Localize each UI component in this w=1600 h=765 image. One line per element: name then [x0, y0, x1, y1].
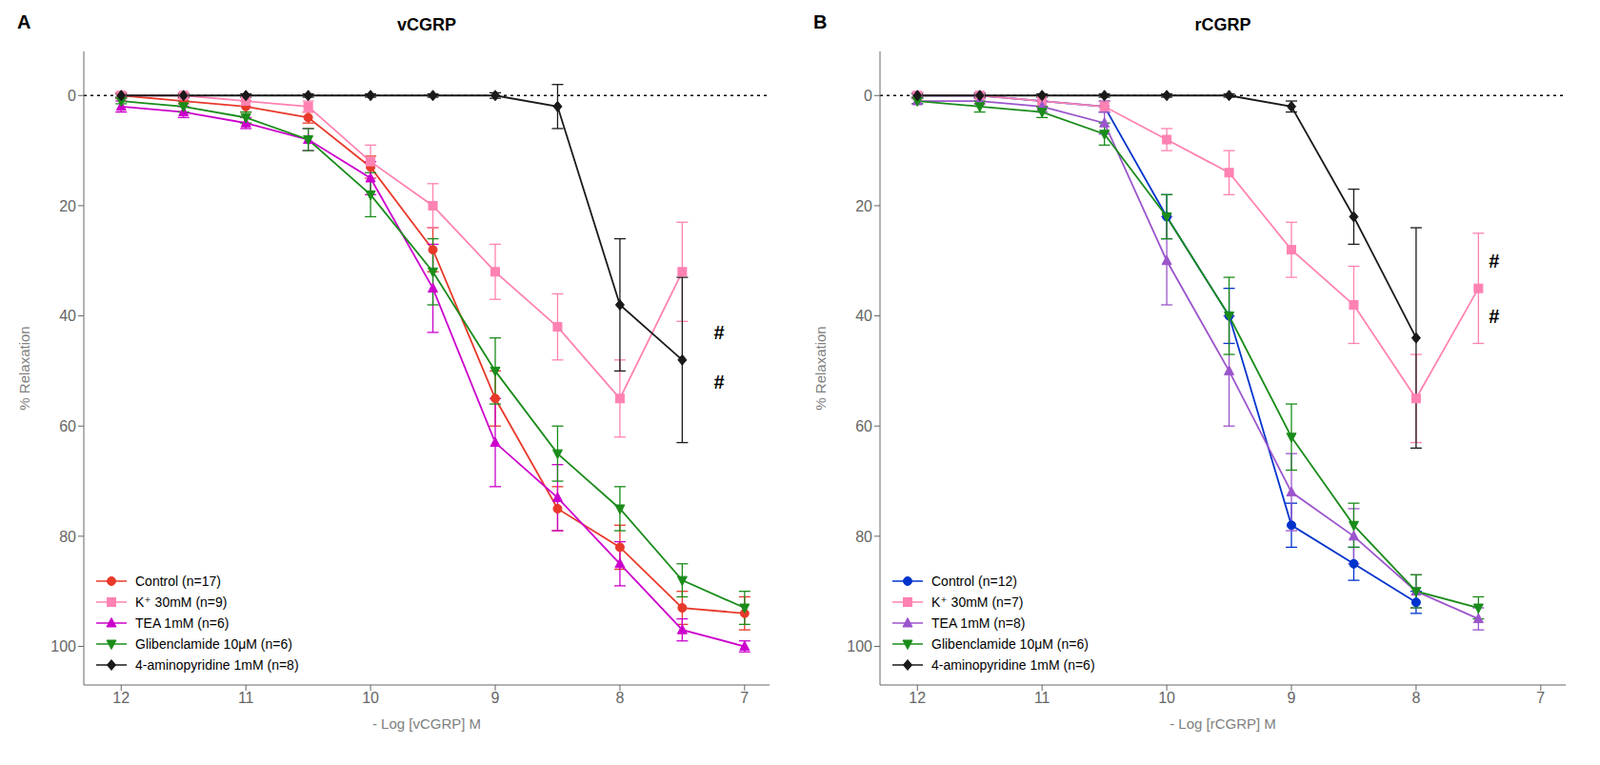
- html-text:B: B: [813, 11, 828, 33]
- svg-text:80: 80: [855, 528, 873, 545]
- html-text:rCGRP: rCGRP: [1194, 15, 1251, 35]
- svg-text:20: 20: [855, 198, 873, 215]
- html-text:TEA 1mM (n=8): TEA 1mM (n=8): [931, 615, 1026, 631]
- svg-text:100: 100: [50, 638, 77, 655]
- svg-text:40: 40: [59, 307, 77, 324]
- svg-text:% Relaxation: % Relaxation: [812, 325, 829, 410]
- svg-text:#: #: [1488, 250, 1500, 272]
- svg-text:0: 0: [863, 87, 873, 104]
- svg-text:10: 10: [1158, 689, 1176, 706]
- svg-text:#: #: [714, 321, 725, 343]
- svg-text:% Relaxation: % Relaxation: [16, 325, 33, 410]
- svg-text:- Log [vCGRP] M: - Log [vCGRP] M: [372, 715, 481, 732]
- svg-text:11: 11: [1034, 689, 1051, 706]
- svg-text:8: 8: [615, 689, 624, 706]
- svg-text:0: 0: [67, 87, 77, 104]
- svg-text:11: 11: [238, 689, 255, 706]
- html-text:A: A: [17, 11, 31, 33]
- html-text:K⁺ 30mM (n=9): K⁺ 30mM (n=9): [135, 594, 228, 610]
- svg-text:#: #: [1488, 305, 1500, 327]
- html-text:vCGRP: vCGRP: [397, 15, 457, 35]
- svg-text:100: 100: [846, 638, 873, 655]
- svg-text:10: 10: [361, 689, 380, 706]
- html-text:TEA 1mM (n=6): TEA 1mM (n=6): [135, 615, 229, 631]
- svg-text:- Log [rCGRP] M: - Log [rCGRP] M: [1169, 715, 1277, 732]
- svg-text:9: 9: [491, 689, 500, 706]
- html-text:K⁺ 30mM (n=7): K⁺ 30mM (n=7): [931, 594, 1024, 610]
- svg-text:12: 12: [112, 689, 130, 706]
- svg-text:7: 7: [740, 689, 749, 706]
- svg-text:8: 8: [1411, 689, 1420, 706]
- html-text:4-aminopyridine 1mM (n=8): 4-aminopyridine 1mM (n=8): [135, 657, 299, 673]
- svg-text:7: 7: [1536, 689, 1545, 706]
- svg-text:60: 60: [855, 418, 873, 435]
- svg-text:20: 20: [59, 198, 77, 215]
- svg-text:80: 80: [59, 528, 77, 545]
- html-text:Glibenclamide 10μM (n=6): Glibenclamide 10μM (n=6): [135, 636, 293, 652]
- html-text:Control (n=17): Control (n=17): [135, 573, 221, 589]
- svg-text:60: 60: [59, 418, 77, 435]
- svg-text:12: 12: [908, 689, 926, 706]
- html-text:Glibenclamide 10μM (n=6): Glibenclamide 10μM (n=6): [931, 636, 1089, 652]
- svg-text:#: #: [714, 371, 725, 393]
- svg-text:9: 9: [1287, 689, 1297, 706]
- svg-text:40: 40: [855, 307, 873, 324]
- html-text:Control (n=12): Control (n=12): [931, 573, 1018, 589]
- html-text:4-aminopyridine 1mM (n=6): 4-aminopyridine 1mM (n=6): [931, 657, 1095, 673]
